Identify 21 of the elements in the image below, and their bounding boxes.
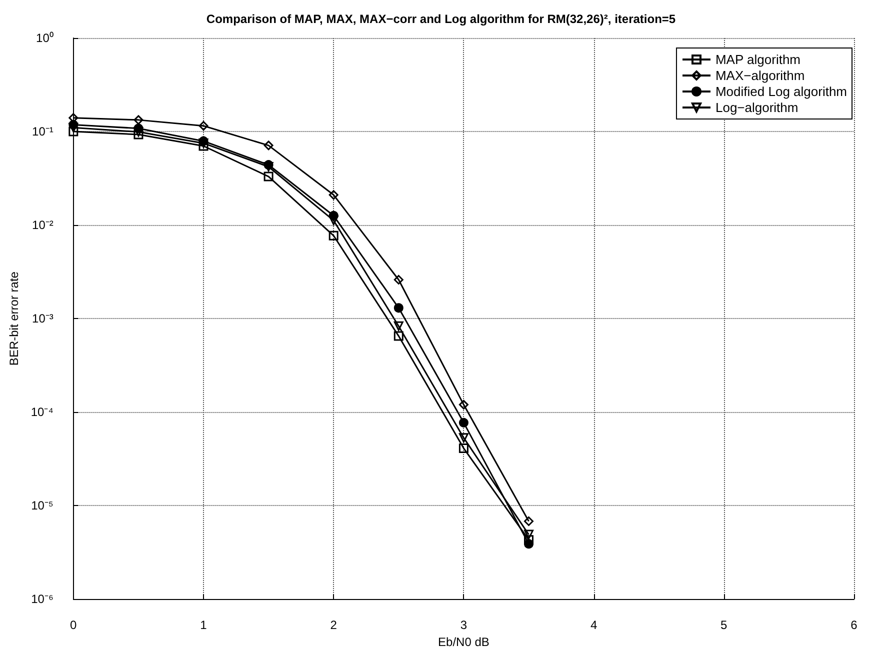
y-tick-label: 10⁻¹ (32, 124, 54, 139)
x-tick-label: 6 (850, 618, 858, 632)
x-tick-label: 5 (720, 618, 728, 632)
y-tick-label: 10⁻⁵ (31, 498, 54, 513)
chart-title: Comparison of MAP, MAX, MAX−corr and Log algorithm for RM(32,26)², iteration=5 (206, 12, 676, 26)
x-tick-label: 0 (70, 618, 78, 632)
y-tick-label: 10⁰ (36, 31, 54, 45)
x-tick-label: 4 (590, 618, 598, 632)
x-tick-label: 1 (200, 618, 208, 632)
x-axis-title: Eb/N0 dB (438, 635, 490, 649)
x-tick-label: 3 (460, 618, 468, 632)
legend-label: Modified Log algorithm (715, 84, 848, 99)
y-tick-label: 10⁻³ (32, 312, 54, 326)
y-tick-label: 10⁻⁶ (31, 592, 54, 606)
y-tick-label: 10⁻² (32, 218, 54, 232)
x-tick-label: 2 (330, 618, 338, 632)
legend-label: Log−algorithm (715, 100, 798, 115)
y-tick-label: 10⁻⁴ (30, 405, 54, 420)
y-axis-title: BER-bit error rate (7, 271, 21, 366)
legend-label: MAP algorithm (715, 52, 800, 67)
legend-label: MAX−algorithm (715, 68, 805, 83)
